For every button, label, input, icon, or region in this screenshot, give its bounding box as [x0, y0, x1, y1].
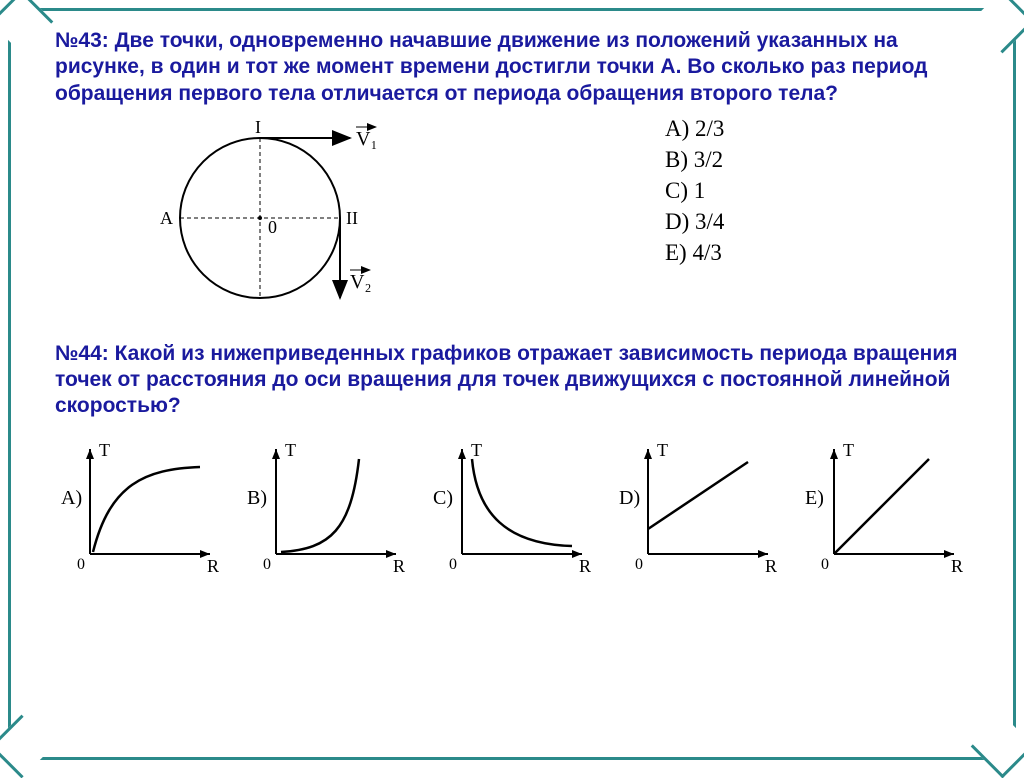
slide-content: №43: Две точки, одновременно начавшие дв…	[55, 28, 969, 579]
frame-corner	[0, 715, 53, 778]
svg-text:0: 0	[263, 556, 271, 573]
svg-text:0: 0	[635, 556, 643, 573]
svg-text:A): A)	[61, 487, 82, 509]
svg-text:R: R	[207, 556, 219, 576]
q43-diagram: 0 I II A V₁ V₂	[55, 113, 485, 323]
question-43-text: №43: Две точки, одновременно начавшие дв…	[55, 28, 969, 107]
svg-text:R: R	[951, 556, 963, 576]
frame-corner	[971, 0, 1024, 53]
svg-text:T: T	[99, 440, 110, 460]
svg-text:T: T	[285, 440, 296, 460]
svg-text:0: 0	[821, 556, 829, 573]
graph-c: T R 0 C)	[427, 434, 597, 579]
point-left: A	[160, 208, 173, 228]
graph-e: T R 0 E)	[799, 434, 969, 579]
svg-text:D): D)	[619, 487, 640, 509]
question-43-body: 0 I II A V₁ V₂ A) 2/3 B) 3/2 C) 1 D) 3/4…	[55, 113, 969, 323]
q43-answers: A) 2/3 B) 3/2 C) 1 D) 3/4 E) 4/3	[665, 113, 724, 268]
svg-text:T: T	[843, 440, 854, 460]
svg-text:E): E)	[805, 487, 824, 509]
svg-text:R: R	[393, 556, 405, 576]
svg-text:R: R	[765, 556, 777, 576]
point-right: II	[346, 208, 358, 228]
svg-text:0: 0	[449, 556, 457, 573]
svg-text:0: 0	[77, 556, 85, 573]
answer-d: D) 3/4	[665, 206, 724, 237]
answer-b: B) 3/2	[665, 144, 724, 175]
graph-a: T R 0 A)	[55, 434, 225, 579]
frame-corner	[971, 715, 1024, 778]
center-label: 0	[268, 217, 277, 237]
v1-label: V₁	[356, 128, 377, 150]
graph-b: T R 0 B)	[241, 434, 411, 579]
answer-a: A) 2/3	[665, 113, 724, 144]
q44-graphs: T R 0 A) T R 0 B)	[55, 434, 969, 579]
svg-text:T: T	[657, 440, 668, 460]
svg-text:C): C)	[433, 487, 453, 509]
svg-text:T: T	[471, 440, 482, 460]
question-44-text: №44: Какой из нижеприведенных графиков о…	[55, 341, 969, 420]
svg-text:B): B)	[247, 487, 267, 509]
point-top: I	[255, 117, 261, 137]
v2-label: V₂	[350, 271, 371, 293]
answer-c: C) 1	[665, 175, 724, 206]
answer-e: E) 4/3	[665, 237, 724, 268]
frame-corner	[0, 0, 53, 53]
graph-d: T R 0 D)	[613, 434, 783, 579]
svg-text:R: R	[579, 556, 591, 576]
